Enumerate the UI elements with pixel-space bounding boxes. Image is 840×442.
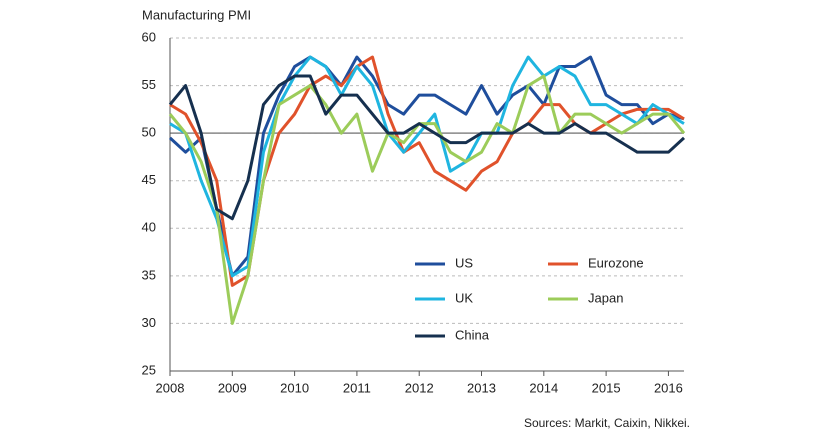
source: Sources: Markit, Caixin, Nikkei. (524, 416, 690, 430)
y-tick-label: 40 (142, 220, 156, 235)
x-tick-label: 2008 (156, 380, 185, 395)
x-tick-label: 2014 (529, 380, 558, 395)
x-tick-label: 2012 (405, 380, 434, 395)
x-tick-label: 2016 (654, 380, 683, 395)
y-tick-label: 30 (142, 315, 156, 330)
y-tick-label: 45 (142, 172, 156, 187)
y-tick-label: 60 (142, 29, 156, 44)
y-tick-label: 55 (142, 77, 156, 92)
x-tick-label: 2009 (218, 380, 247, 395)
legend-label: UK (455, 290, 473, 305)
x-tick-label: 2010 (280, 380, 309, 395)
legend-label: Eurozone (588, 255, 644, 270)
series-line (169, 55, 685, 278)
series-line (168, 74, 686, 325)
x-tick-label: 2011 (343, 380, 371, 395)
legend-label: China (455, 327, 490, 342)
y-tick-label: 35 (142, 267, 156, 282)
x-tick-label: 2015 (592, 380, 621, 395)
series-line (168, 55, 685, 278)
series-line (168, 74, 686, 221)
y-tick-label: 50 (142, 125, 156, 140)
y-tick-label: 25 (142, 362, 156, 377)
legend-label: US (455, 255, 473, 270)
x-tick-label: 2013 (467, 380, 496, 395)
legend-label: Japan (588, 290, 623, 305)
chart-title: Manufacturing PMI (142, 7, 251, 22)
